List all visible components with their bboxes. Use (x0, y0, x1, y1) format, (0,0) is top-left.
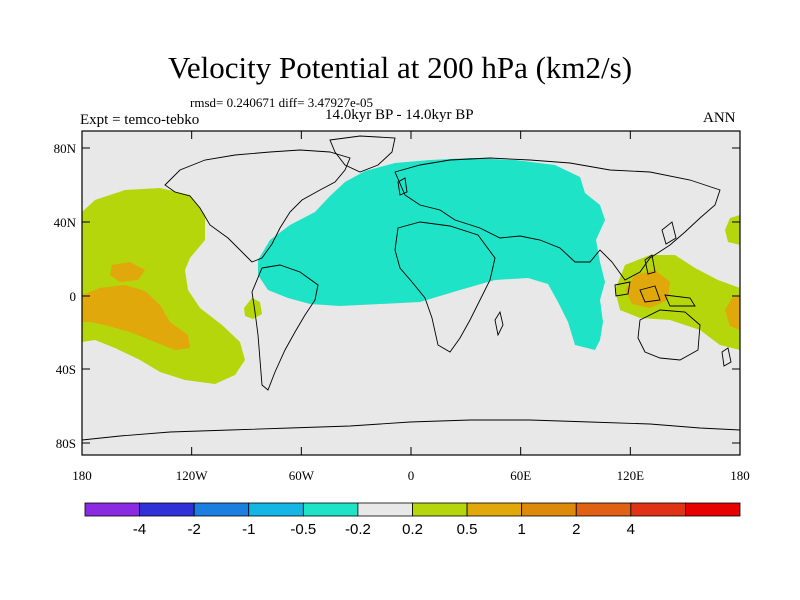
experiment-label: Expt = temco-tebko (80, 112, 200, 128)
lon-tick-label: 0 (408, 468, 415, 483)
contour-region-positive-small (244, 298, 262, 319)
coastlines (82, 135, 740, 441)
colorbar-label: -4 (133, 521, 146, 538)
colorbar-label: 2 (572, 521, 580, 538)
contour-region-atlantic-negative (258, 158, 605, 350)
colorbar-swatch (84, 502, 140, 517)
lon-tick-label: 120E (617, 468, 645, 483)
colorbar-swatch (139, 502, 195, 517)
colorbar-swatch (302, 502, 359, 517)
lat-tick-label: 40S (56, 362, 76, 377)
colorbar-swatch (575, 502, 632, 517)
colorbar-label: -0.5 (290, 521, 316, 538)
lat-tick-label: 0 (70, 289, 77, 304)
colorbar-swatch (685, 502, 741, 517)
colorbar-label: 1 (517, 521, 525, 538)
lon-tick-label: 180 (72, 468, 92, 483)
colorbar-label: 0.2 (402, 521, 423, 538)
contour-region-pacific-strong (110, 262, 145, 282)
colorbar-label: -1 (242, 521, 255, 538)
colorbar: -4 -2 -1 -0.5 -0.2 0.2 0.5 1 2 4 (84, 502, 741, 538)
colorbar-swatch (357, 502, 413, 517)
colorbar-label: -2 (187, 521, 200, 538)
colorbar-swatch (412, 502, 468, 517)
colorbar-swatch (248, 502, 304, 517)
map-axes: 80N 40N 0 40S 80S 180 120W 60W 0 60E 120E 180 (54, 131, 750, 483)
colorbar-label: 0.5 (457, 521, 478, 538)
lon-tick-label: 180 (730, 468, 750, 483)
chart-title: Velocity Potential at 200 hPa (km2/s) (167, 50, 633, 85)
rmsd-diff-stats: rmsd= 0.240671 diff= 3.47927e-05 (190, 95, 374, 110)
lon-tick-label: 60E (510, 468, 531, 483)
colorbar-swatch (521, 502, 577, 517)
season-label: ANN (703, 110, 736, 126)
colorbar-label: -0.2 (345, 521, 371, 538)
colorbar-swatch (630, 502, 686, 517)
contour-region-dateline-strong (725, 296, 740, 330)
contour-region-maritime-strong (625, 270, 670, 308)
lon-tick-label: 60W (289, 468, 315, 483)
lat-tick-label: 80S (56, 436, 76, 451)
lat-tick-label: 80N (54, 141, 77, 156)
contour-region-pacific-positive (82, 188, 245, 384)
lat-tick-label: 40N (54, 215, 77, 230)
contour-region-pacific-strong (82, 285, 190, 350)
time-period: 14.0kyr BP - 14.0kyr BP (325, 107, 474, 123)
colorbar-swatch (193, 502, 250, 517)
colorbar-swatch (466, 502, 523, 517)
lon-tick-label: 120W (176, 468, 209, 483)
colorbar-label: 4 (627, 521, 635, 538)
